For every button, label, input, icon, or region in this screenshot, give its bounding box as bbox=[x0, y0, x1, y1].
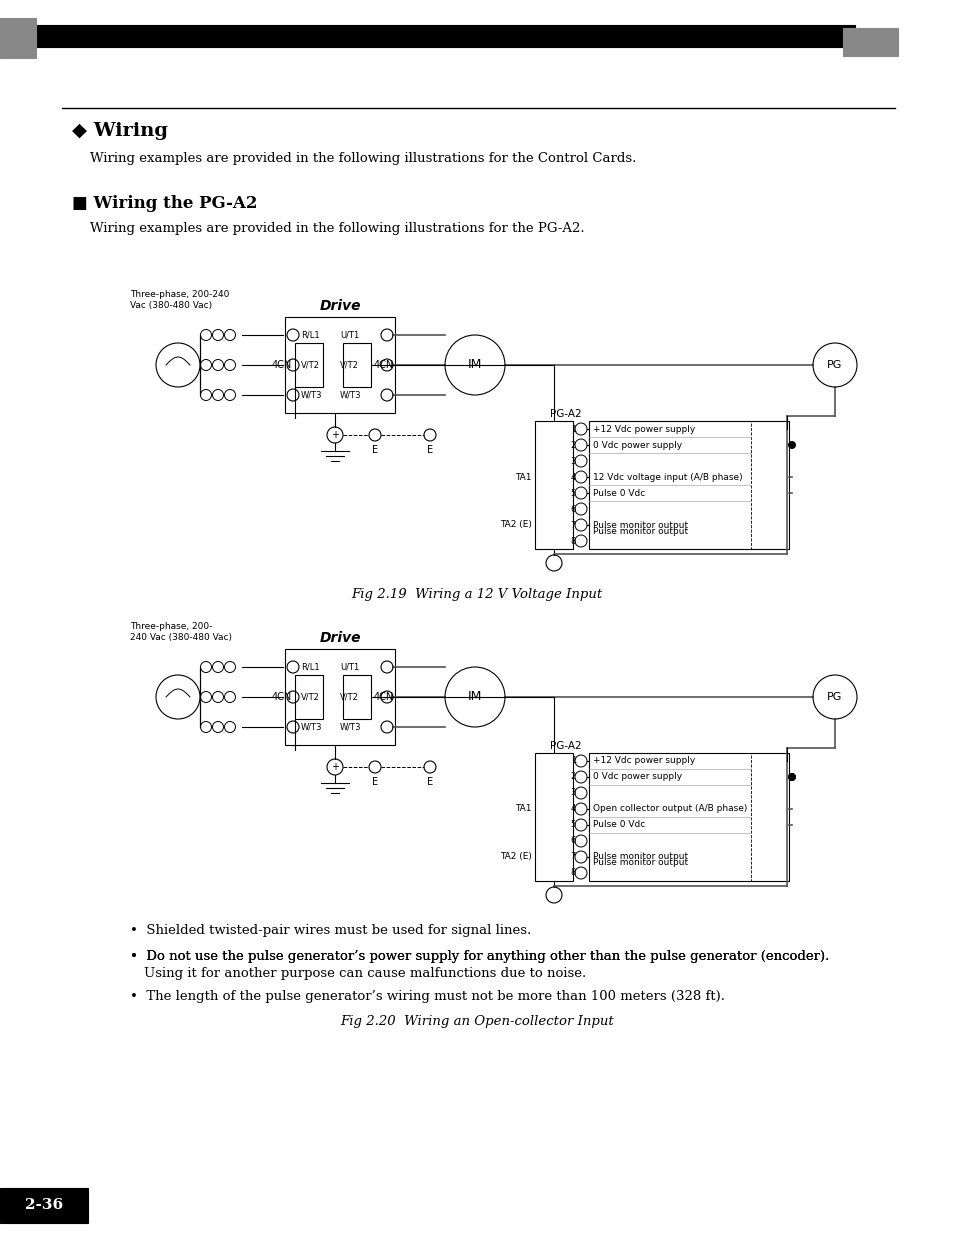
Text: •  Shielded twisted-pair wires must be used for signal lines.: • Shielded twisted-pair wires must be us… bbox=[130, 924, 531, 937]
Text: •  The length of the pulse generator’s wiring must not be more than 100 meters (: • The length of the pulse generator’s wi… bbox=[130, 990, 724, 1003]
Text: V/T2: V/T2 bbox=[339, 693, 358, 701]
Text: •  Do not use the pulse generator’s power supply for anything other than the pul: • Do not use the pulse generator’s power… bbox=[130, 950, 828, 963]
Text: Fig 2.19  Wiring a 12 V Voltage Input: Fig 2.19 Wiring a 12 V Voltage Input bbox=[351, 588, 602, 601]
Bar bbox=[285, 317, 395, 412]
Text: PG: PG bbox=[826, 359, 841, 370]
Text: 240 Vac (380-480 Vac): 240 Vac (380-480 Vac) bbox=[130, 634, 232, 642]
Text: 7: 7 bbox=[570, 852, 576, 862]
Bar bbox=[535, 753, 573, 881]
Text: E: E bbox=[427, 445, 433, 454]
Text: TA2 (E): TA2 (E) bbox=[499, 520, 532, 530]
Text: +12 Vdc power supply: +12 Vdc power supply bbox=[593, 757, 695, 766]
Text: U/T1: U/T1 bbox=[339, 662, 359, 672]
Text: Three-phase, 200-240: Three-phase, 200-240 bbox=[130, 290, 229, 299]
Bar bbox=[842, 28, 897, 56]
Text: Fig 2.20  Wiring an Open-collector Input: Fig 2.20 Wiring an Open-collector Input bbox=[340, 1015, 613, 1028]
Text: TA1: TA1 bbox=[515, 804, 532, 814]
Bar bbox=[343, 676, 371, 719]
Text: Using it for another purpose can cause malfunctions due to noise.: Using it for another purpose can cause m… bbox=[144, 967, 586, 981]
Text: 0 Vdc power supply: 0 Vdc power supply bbox=[593, 773, 681, 782]
Text: •  Do not use the pulse generator’s power supply for anything other than the pul: • Do not use the pulse generator’s power… bbox=[130, 950, 828, 963]
Text: V/T2: V/T2 bbox=[339, 361, 358, 369]
Text: 2: 2 bbox=[570, 773, 576, 782]
Text: 7: 7 bbox=[570, 520, 576, 530]
Text: +12 Vdc power supply: +12 Vdc power supply bbox=[593, 425, 695, 433]
Text: 1: 1 bbox=[570, 757, 576, 766]
Text: 4CN: 4CN bbox=[272, 692, 292, 701]
Text: 4: 4 bbox=[570, 473, 576, 482]
Text: Pulse 0 Vdc: Pulse 0 Vdc bbox=[593, 489, 644, 498]
Bar bbox=[0, 19, 36, 58]
Text: W/T3: W/T3 bbox=[301, 722, 322, 731]
Bar bbox=[285, 650, 395, 745]
Text: E: E bbox=[372, 445, 377, 454]
Text: Pulse monitor output: Pulse monitor output bbox=[593, 520, 687, 530]
Text: IM: IM bbox=[467, 690, 481, 704]
Text: E: E bbox=[427, 777, 433, 787]
Text: V/T2: V/T2 bbox=[301, 361, 319, 369]
Text: Drive: Drive bbox=[319, 631, 360, 645]
Text: TA2 (E): TA2 (E) bbox=[499, 852, 532, 862]
Bar bbox=[588, 753, 788, 881]
Text: 2: 2 bbox=[570, 441, 576, 450]
Bar bbox=[750, 421, 788, 550]
Bar bbox=[0, 25, 854, 47]
Text: Pulse monitor output: Pulse monitor output bbox=[593, 858, 687, 867]
Text: W/T3: W/T3 bbox=[339, 390, 361, 399]
Text: PG-A2: PG-A2 bbox=[550, 409, 581, 419]
Circle shape bbox=[787, 773, 795, 781]
Text: U/T1: U/T1 bbox=[339, 331, 359, 340]
Bar bbox=[588, 421, 788, 550]
Text: 8: 8 bbox=[570, 536, 576, 546]
Text: 2-36: 2-36 bbox=[25, 1198, 63, 1212]
Text: Pulse monitor output: Pulse monitor output bbox=[593, 526, 687, 536]
Text: TA1: TA1 bbox=[515, 473, 532, 482]
Text: 12 Vdc voltage input (A/B phase): 12 Vdc voltage input (A/B phase) bbox=[593, 473, 741, 482]
Text: 1: 1 bbox=[570, 425, 576, 433]
Text: R/L1: R/L1 bbox=[301, 662, 319, 672]
Bar bbox=[750, 753, 788, 881]
Bar bbox=[294, 676, 323, 719]
Text: Drive: Drive bbox=[319, 299, 360, 312]
Bar bbox=[294, 343, 323, 387]
Text: 3: 3 bbox=[570, 457, 576, 466]
Text: 6: 6 bbox=[570, 836, 576, 846]
Text: 6: 6 bbox=[570, 505, 576, 514]
Text: +: + bbox=[331, 762, 338, 772]
Text: ■ Wiring the PG-A2: ■ Wiring the PG-A2 bbox=[71, 195, 257, 212]
Bar bbox=[0, 1188, 88, 1223]
Text: 5: 5 bbox=[570, 489, 576, 498]
Text: R/L1: R/L1 bbox=[301, 331, 319, 340]
Text: ◆ Wiring: ◆ Wiring bbox=[71, 122, 168, 140]
Text: W/T3: W/T3 bbox=[339, 722, 361, 731]
Text: 0 Vdc power supply: 0 Vdc power supply bbox=[593, 441, 681, 450]
Circle shape bbox=[787, 441, 795, 450]
Circle shape bbox=[787, 773, 795, 781]
Text: 4CN: 4CN bbox=[374, 359, 394, 370]
Text: Wiring examples are provided in the following illustrations for the Control Card: Wiring examples are provided in the foll… bbox=[90, 152, 636, 165]
Text: Three-phase, 200-: Three-phase, 200- bbox=[130, 622, 213, 631]
Text: Pulse 0 Vdc: Pulse 0 Vdc bbox=[593, 820, 644, 830]
Text: V/T2: V/T2 bbox=[301, 693, 319, 701]
Text: Open collector output (A/B phase): Open collector output (A/B phase) bbox=[593, 804, 746, 814]
Bar bbox=[343, 343, 371, 387]
Text: W/T3: W/T3 bbox=[301, 390, 322, 399]
Text: Wiring examples are provided in the following illustrations for the PG-A2.: Wiring examples are provided in the foll… bbox=[90, 222, 584, 235]
Text: 4CN: 4CN bbox=[374, 692, 394, 701]
Text: 4CN: 4CN bbox=[272, 359, 292, 370]
Text: PG-A2: PG-A2 bbox=[550, 741, 581, 751]
Text: +: + bbox=[331, 430, 338, 440]
Text: 4: 4 bbox=[570, 804, 576, 814]
Text: Vac (380-480 Vac): Vac (380-480 Vac) bbox=[130, 301, 212, 310]
Text: E: E bbox=[372, 777, 377, 787]
Bar bbox=[535, 421, 573, 550]
Text: 5: 5 bbox=[570, 820, 576, 830]
Text: IM: IM bbox=[467, 358, 481, 372]
Text: PG: PG bbox=[826, 692, 841, 701]
Text: Pulse monitor output: Pulse monitor output bbox=[593, 852, 687, 862]
Text: 8: 8 bbox=[570, 868, 576, 878]
Text: 3: 3 bbox=[570, 788, 576, 798]
